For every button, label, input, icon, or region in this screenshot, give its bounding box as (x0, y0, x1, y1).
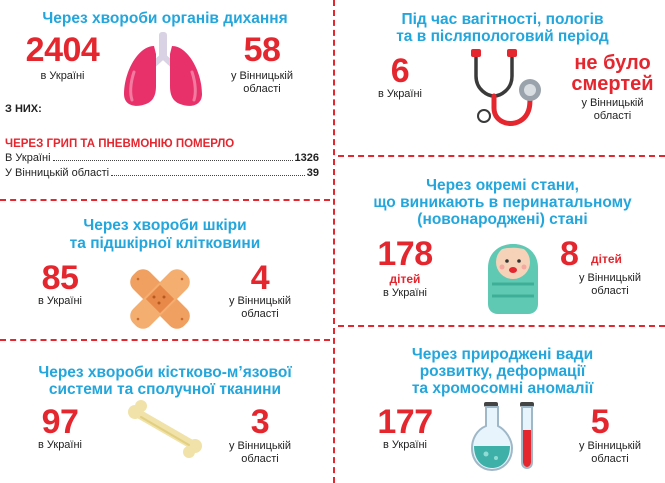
perinatal-vn-label-2: області (591, 285, 629, 297)
divider-left-2 (0, 339, 330, 341)
pregnancy-vn-label-2: області (593, 110, 632, 122)
musculoskeletal-title-2: системи та сполучної тканини (48, 381, 282, 398)
perinatal-vn-unit: дітей (591, 252, 622, 266)
skin-ua-label: в Україні (37, 295, 83, 307)
respiratory-vn-label-2: області (243, 83, 281, 95)
respiratory-title: Через хвороби органів дихання (42, 10, 288, 27)
congenital-title-1: Через природжені вади (411, 346, 594, 363)
musculoskeletal-vn-label-2: області (241, 453, 279, 465)
divider-right-2 (338, 325, 665, 327)
skin-vn-value: 4 (250, 259, 270, 297)
skin-vn-label-2: області (241, 308, 279, 320)
respiratory-ua-label: в Україні (40, 70, 85, 82)
of-them-label: З НИХ: (5, 103, 42, 115)
perinatal-title-1: Через окремі стани, (426, 177, 579, 194)
musculoskeletal-title-1: Через хвороби кістково-м’язової (38, 364, 292, 381)
skin-vn-label-1: у Вінницькій (228, 295, 292, 307)
pregnancy-vn-label-1: у Вінницькій (581, 97, 644, 109)
congenital-title-3: та хромосомні аномалії (411, 380, 594, 397)
perinatal-title-3: (новонароджені) стані (417, 211, 588, 228)
flu-title: ЧЕРЕЗ ГРИП ТА ПНЕВМОНІЮ ПОМЕРЛО (5, 138, 235, 150)
pregnancy-vn-value-2: смертей (571, 73, 654, 95)
lab-flask-icon (470, 400, 542, 477)
musculoskeletal-vn-label-1: у Вінницькій (228, 440, 292, 452)
skin-ua-value: 85 (41, 259, 79, 297)
divider-left-1 (0, 199, 330, 201)
perinatal-title-2: що виникають в перинатальному (373, 194, 632, 211)
perinatal-vn-label-1: у Вінницькій (578, 272, 642, 284)
perinatal-ua-unit: дітей (389, 272, 421, 286)
vertical-divider (333, 0, 335, 483)
perinatal-ua-value: 178 (377, 235, 433, 273)
pregnancy-vn-value-1: не було (574, 52, 651, 74)
perinatal-vn-value: 8 (560, 235, 579, 273)
perinatal-ua-label: в Україні (382, 287, 428, 299)
bandage-icon (118, 257, 202, 346)
congenital-vn-label-1: у Вінницькій (578, 440, 642, 452)
lungs-icon (120, 32, 206, 115)
bone-icon (125, 400, 205, 463)
stethoscope-icon (458, 46, 548, 141)
skin-title-1: Через хвороби шкіри (83, 217, 247, 234)
pregnancy-ua-value: 6 (390, 52, 410, 90)
flu-row-ukraine: В Україні 1326 (5, 152, 319, 164)
pregnancy-ua-label: в Україні (377, 88, 423, 100)
congenital-ua-value: 177 (377, 403, 433, 441)
baby-icon (478, 230, 548, 320)
congenital-title-2: розвитку, деформації (419, 363, 586, 380)
divider-right-1 (338, 155, 665, 157)
respiratory-vn-label-1: у Вінницькій (230, 70, 294, 82)
respiratory-ua-value: 2404 (25, 31, 100, 69)
pregnancy-title-2: та в післяпологовий період (396, 28, 609, 45)
congenital-vn-value: 5 (590, 403, 610, 441)
musculoskeletal-ua-value: 97 (41, 403, 79, 441)
congenital-vn-label-2: області (591, 453, 629, 465)
pregnancy-title-1: Під час вагітності, пологів (401, 11, 604, 28)
flu-row-vinnytsia: У Вінницькій області 39 (5, 167, 319, 179)
respiratory-vn-value: 58 (243, 31, 281, 69)
congenital-ua-label: в Україні (382, 439, 428, 451)
musculoskeletal-vn-value: 3 (250, 403, 270, 441)
skin-title-2: та підшкірної клітковини (69, 235, 261, 252)
musculoskeletal-ua-label: в Україні (37, 439, 83, 451)
